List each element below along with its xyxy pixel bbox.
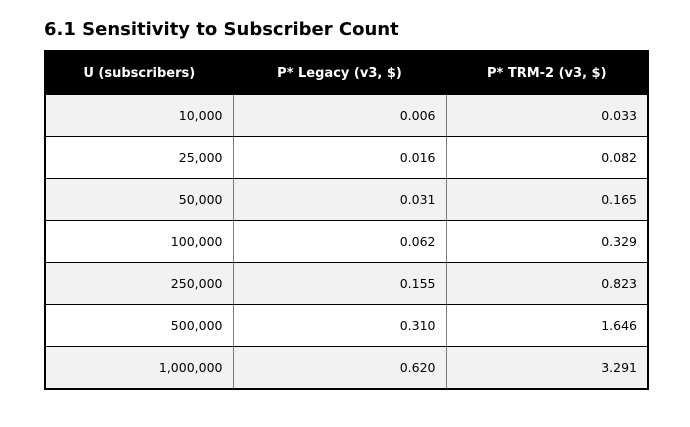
legacy-price-cell: 0.620 xyxy=(232,346,447,390)
subscriber-sensitivity-table: U (subscribers) P* Legacy (v3, $) P* TRM… xyxy=(44,50,649,390)
table-row: 1,000,000 0.620 3.291 xyxy=(44,346,649,390)
legacy-price-cell: 0.062 xyxy=(232,220,447,263)
table-row: 10,000 0.006 0.033 xyxy=(44,94,649,137)
legacy-price-cell: 0.016 xyxy=(232,136,447,179)
legacy-price-cell: 0.155 xyxy=(232,262,447,305)
legacy-price-cell: 0.006 xyxy=(232,94,447,137)
subscribers-cell: 1,000,000 xyxy=(44,346,234,390)
trm2-price-cell: 0.082 xyxy=(445,136,649,179)
subscribers-cell: 10,000 xyxy=(44,94,234,137)
subscribers-cell: 25,000 xyxy=(44,136,234,179)
trm2-price-cell: 0.329 xyxy=(445,220,649,263)
table-row: 25,000 0.016 0.082 xyxy=(44,136,649,179)
table-row: 100,000 0.062 0.329 xyxy=(44,220,649,263)
subscribers-cell: 250,000 xyxy=(44,262,234,305)
trm2-price-cell: 3.291 xyxy=(445,346,649,390)
trm2-price-cell: 1.646 xyxy=(445,304,649,347)
section-title: 6.1 Sensitivity to Subscriber Count xyxy=(44,19,399,40)
table-row: 250,000 0.155 0.823 xyxy=(44,262,649,305)
subscribers-cell: 100,000 xyxy=(44,220,234,263)
legacy-price-cell: 0.031 xyxy=(232,178,447,221)
table-row: 50,000 0.031 0.165 xyxy=(44,178,649,221)
trm2-price-cell: 0.823 xyxy=(445,262,649,305)
table-row: 500,000 0.310 1.646 xyxy=(44,304,649,347)
column-header-trm2-price: P* TRM-2 (v3, $) xyxy=(445,50,649,95)
subscribers-cell: 50,000 xyxy=(44,178,234,221)
column-header-subscribers: U (subscribers) xyxy=(44,50,234,95)
trm2-price-cell: 0.033 xyxy=(445,94,649,137)
legacy-price-cell: 0.310 xyxy=(232,304,447,347)
column-header-legacy-price: P* Legacy (v3, $) xyxy=(232,50,447,95)
subscribers-cell: 500,000 xyxy=(44,304,234,347)
trm2-price-cell: 0.165 xyxy=(445,178,649,221)
table-header-row: U (subscribers) P* Legacy (v3, $) P* TRM… xyxy=(44,50,649,95)
